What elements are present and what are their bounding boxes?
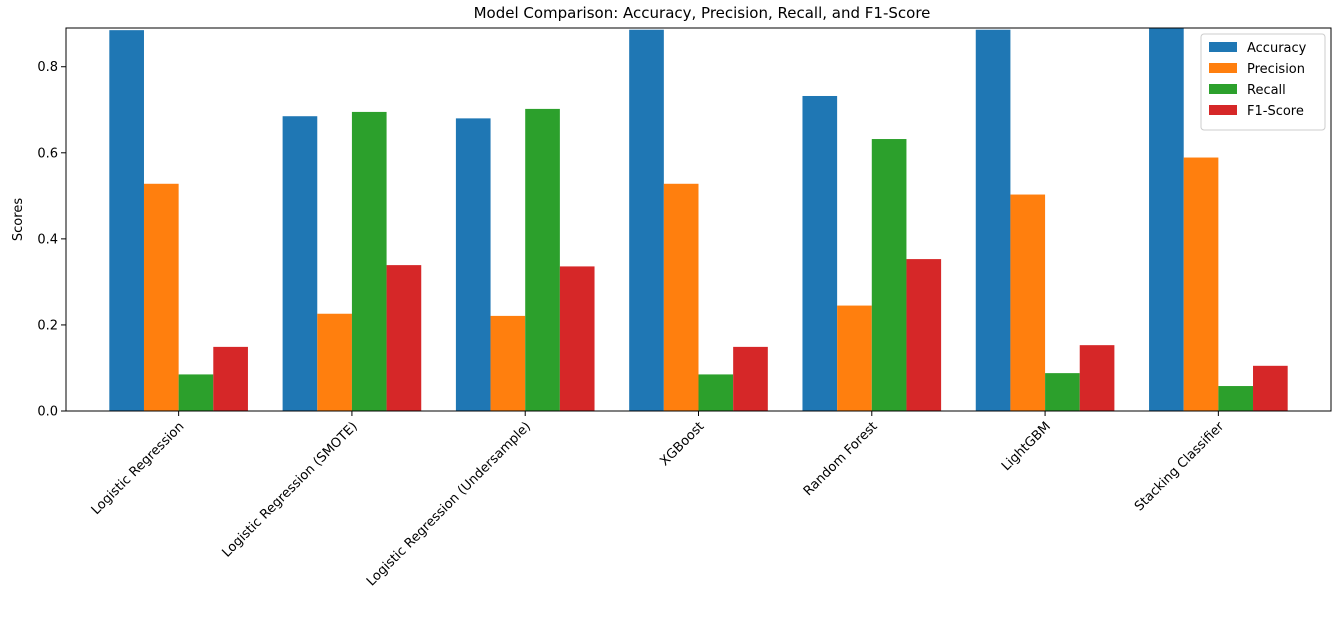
bar-f1-score-6 — [1253, 365, 1288, 411]
y-tick-label: 0.6 — [37, 146, 58, 161]
bar-recall-1 — [351, 111, 387, 412]
bar-accuracy-6 — [1149, 28, 1184, 411]
bars-layer — [109, 28, 1288, 412]
bar-recall-6 — [1218, 386, 1254, 411]
bar-f1-score-2 — [559, 266, 595, 411]
bar-recall-0 — [178, 374, 214, 411]
bar-f1-score-3 — [733, 346, 768, 411]
bar-precision-1 — [317, 313, 352, 411]
bar-accuracy-5 — [975, 29, 1011, 411]
bar-f1-score-4 — [906, 259, 942, 411]
x-tick-label: LightGBM — [999, 419, 1054, 474]
bar-accuracy-1 — [282, 116, 318, 411]
bar-recall-5 — [1045, 373, 1080, 411]
x-tick-label: XGBoost — [657, 419, 707, 469]
y-axis-label: Scores — [11, 198, 26, 241]
x-tick-label: Random Forest — [801, 419, 881, 499]
legend-label-accuracy: Accuracy — [1247, 41, 1307, 56]
bar-precision-2 — [490, 315, 526, 411]
y-tick-label: 0.0 — [37, 405, 58, 420]
bar-accuracy-0 — [109, 30, 144, 412]
legend-swatch-f1-score — [1209, 105, 1237, 115]
bar-precision-5 — [1010, 194, 1046, 411]
bar-precision-0 — [143, 183, 179, 411]
bar-precision-3 — [663, 183, 699, 411]
bar-recall-4 — [871, 139, 907, 411]
y-tick-label: 0.2 — [37, 318, 58, 333]
legend-label-precision: Precision — [1247, 62, 1305, 77]
chart-title: Model Comparison: Accuracy, Precision, R… — [474, 4, 931, 22]
y-tick-label: 0.8 — [37, 60, 58, 75]
x-tick-label: Logistic Regression (Undersample) — [364, 419, 534, 589]
bar-precision-4 — [837, 305, 872, 411]
x-tick-label: Logistic Regression — [89, 419, 188, 518]
bar-f1-score-5 — [1079, 345, 1115, 411]
bar-accuracy-2 — [455, 118, 491, 412]
x-tick-label: Logistic Regression (SMOTE) — [219, 419, 360, 560]
legend-swatch-precision — [1209, 63, 1237, 73]
bar-recall-2 — [525, 108, 560, 412]
bar-accuracy-3 — [629, 29, 664, 411]
bar-recall-3 — [698, 374, 734, 411]
x-tick-label: Stacking Classifier — [1132, 419, 1228, 515]
legend-swatch-recall — [1209, 84, 1237, 94]
y-tick-label: 0.4 — [37, 232, 58, 247]
legend-label-f1-score: F1-Score — [1247, 104, 1304, 119]
legend-label-recall: Recall — [1247, 83, 1286, 98]
bar-accuracy-4 — [802, 95, 838, 412]
bar-f1-score-0 — [213, 346, 248, 411]
bar-precision-6 — [1183, 157, 1219, 411]
bar-f1-score-1 — [386, 265, 422, 411]
legend-swatch-accuracy — [1209, 42, 1237, 52]
legend: Accuracy Precision Recall F1-Score — [1200, 33, 1326, 131]
